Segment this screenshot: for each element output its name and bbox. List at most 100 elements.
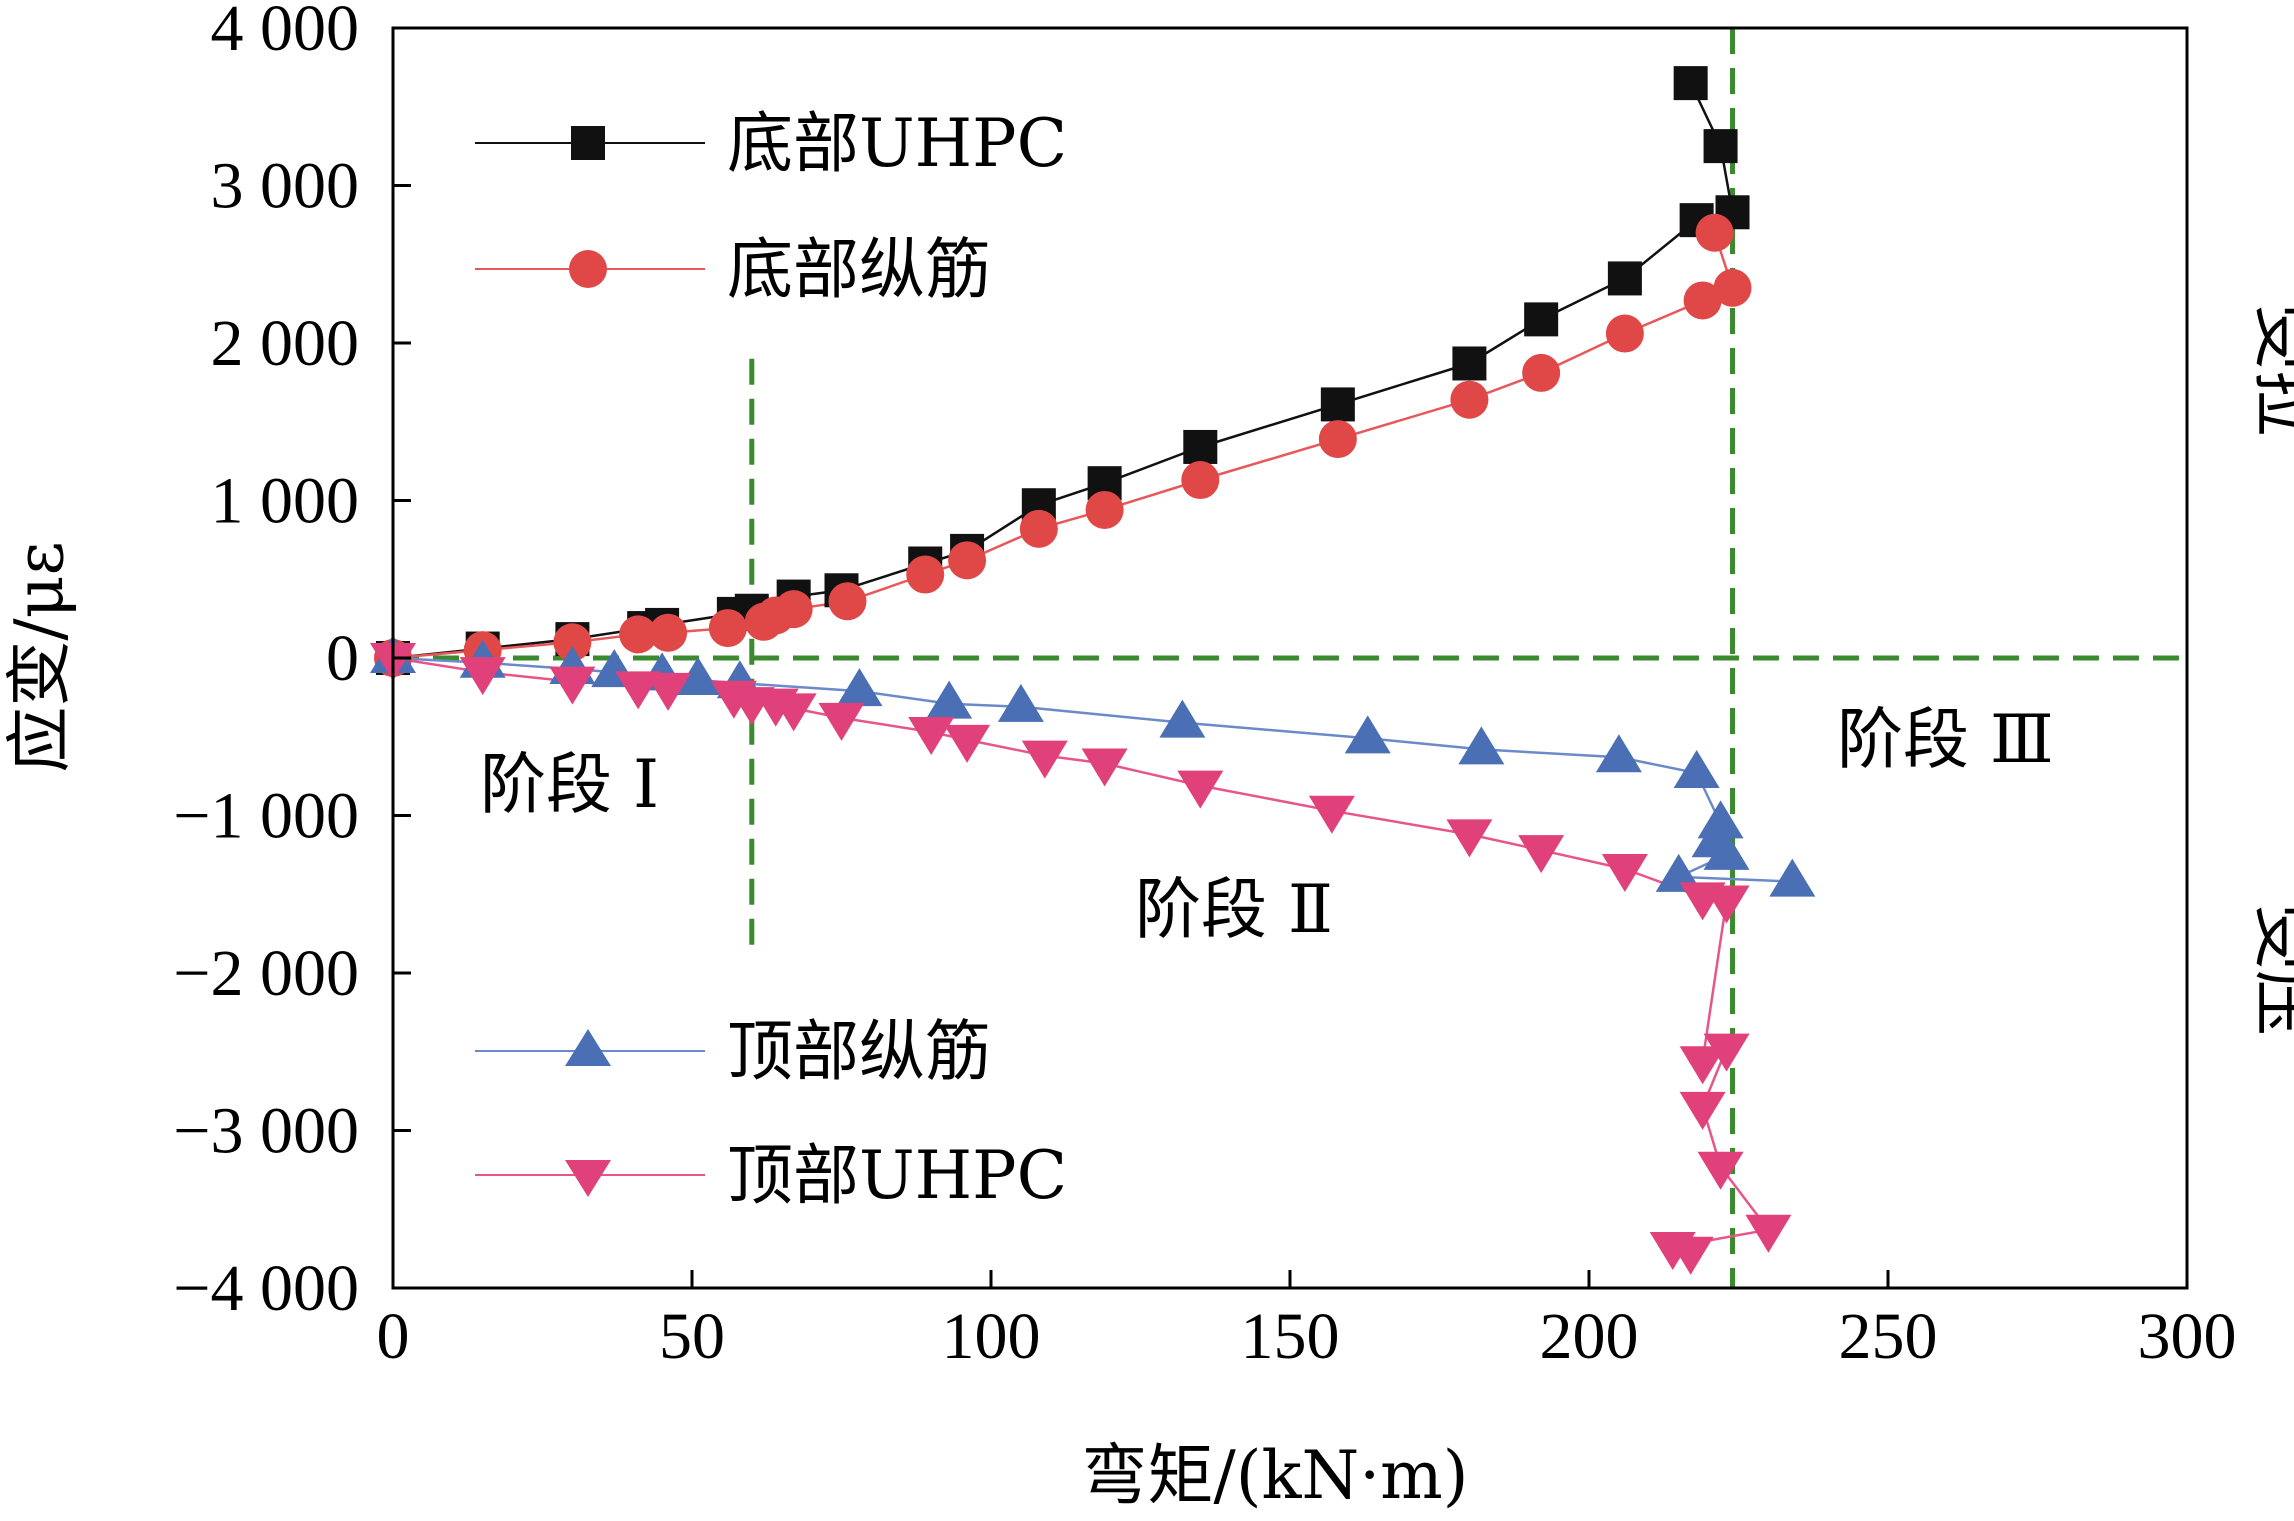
legend-label: 底部UHPC bbox=[727, 105, 1067, 182]
circle-marker bbox=[708, 609, 747, 648]
square-marker bbox=[1607, 261, 1642, 296]
triangle-up-marker bbox=[1595, 734, 1642, 773]
triangle-down-marker bbox=[1667, 1236, 1714, 1275]
circle-marker bbox=[774, 590, 813, 629]
triangle-up-marker bbox=[674, 657, 721, 696]
x-tick-label: 0 bbox=[377, 1300, 410, 1373]
x-tick-label: 50 bbox=[659, 1300, 725, 1373]
circle-marker bbox=[1683, 281, 1722, 320]
triangle-down-marker bbox=[1703, 1033, 1750, 1072]
legend-bottom: 顶部纵筋 顶部UHPC bbox=[475, 1013, 1067, 1214]
y-tick-label: 3 000 bbox=[211, 150, 360, 223]
triangle-down-marker bbox=[459, 657, 506, 696]
triangle-down-marker bbox=[1745, 1214, 1792, 1253]
legend-top: 底部UHPC 底部纵筋 bbox=[475, 105, 1067, 308]
axis-ticks bbox=[391, 26, 2189, 1290]
triangle-down-marker bbox=[645, 672, 692, 711]
legend-item-top-uhpc: 顶部UHPC bbox=[475, 1137, 1067, 1214]
circle-marker bbox=[553, 623, 592, 662]
circle-marker bbox=[1605, 314, 1644, 353]
circle-marker bbox=[649, 613, 688, 652]
legend-swatch-triangle-up-marker bbox=[565, 1029, 611, 1066]
triangle-up-marker bbox=[997, 683, 1044, 722]
triangle-up-marker bbox=[1673, 749, 1720, 788]
circle-marker bbox=[1019, 509, 1058, 548]
triangle-up-marker bbox=[1769, 858, 1816, 897]
series-line bbox=[392, 232, 1734, 660]
legend-item-bottom-rebar: 底部纵筋 bbox=[475, 231, 991, 308]
series-markers bbox=[370, 66, 1816, 1275]
legend-swatch-triangle-down-marker bbox=[565, 1160, 611, 1197]
triangle-up-marker bbox=[926, 680, 973, 719]
y-tick-label: 0 bbox=[326, 622, 359, 695]
triangle-up-marker bbox=[836, 668, 883, 707]
legend-label: 顶部UHPC bbox=[727, 1137, 1067, 1214]
triangle-down-marker bbox=[818, 702, 865, 741]
circle-marker bbox=[1318, 420, 1357, 459]
x-tick-label: 200 bbox=[1540, 1300, 1639, 1373]
circle-marker bbox=[1450, 380, 1489, 419]
circle-marker bbox=[619, 615, 658, 654]
square-marker bbox=[1183, 429, 1218, 464]
circle-marker bbox=[828, 582, 867, 621]
triangle-down-marker bbox=[1697, 1151, 1744, 1190]
y-tick-label: −2 000 bbox=[173, 937, 359, 1010]
stage-2-label: 阶段 Ⅱ bbox=[1135, 871, 1333, 948]
square-marker bbox=[1673, 66, 1708, 101]
y-tick-label: 2 000 bbox=[211, 307, 360, 380]
square-marker bbox=[1703, 129, 1738, 164]
triangle-up-marker bbox=[1344, 715, 1391, 754]
legend-swatch-circle-marker bbox=[569, 250, 607, 288]
triangle-down-marker bbox=[1081, 748, 1128, 787]
compression-label: 受压 bbox=[2246, 904, 2294, 1036]
legend-label: 底部纵筋 bbox=[727, 231, 991, 308]
triangle-down-marker bbox=[944, 724, 991, 763]
triangle-down-marker bbox=[1446, 819, 1493, 858]
y-tick-label: −3 000 bbox=[173, 1095, 359, 1168]
x-tick-label: 100 bbox=[942, 1300, 1041, 1373]
legend-swatch-square-marker bbox=[571, 126, 605, 160]
circle-marker bbox=[1713, 268, 1752, 307]
y-axis-title: 应变/με bbox=[1, 541, 78, 772]
stage-3-label: 阶段 Ⅲ bbox=[1837, 701, 2054, 778]
triangle-down-marker bbox=[770, 693, 817, 732]
x-tick-label: 250 bbox=[1839, 1300, 1938, 1373]
triangle-up-marker bbox=[1703, 831, 1750, 870]
triangle-up-marker bbox=[1458, 726, 1505, 765]
x-axis-title: 弯矩/(kN·m) bbox=[1081, 1437, 1468, 1514]
x-tick-label: 300 bbox=[2138, 1300, 2237, 1373]
triangle-down-marker bbox=[615, 671, 662, 710]
triangle-down-marker bbox=[1518, 835, 1565, 874]
y-tick-label: 4 000 bbox=[211, 0, 360, 65]
triangle-down-marker bbox=[908, 717, 955, 756]
tension-label: 受拉 bbox=[2246, 304, 2294, 436]
triangle-down-marker bbox=[549, 666, 596, 705]
circle-marker bbox=[906, 555, 945, 594]
x-tick-label: 150 bbox=[1241, 1300, 1340, 1373]
circle-marker bbox=[1085, 490, 1124, 529]
square-marker bbox=[1320, 387, 1355, 422]
legend-label: 顶部纵筋 bbox=[727, 1013, 991, 1090]
circle-marker bbox=[1522, 353, 1561, 392]
triangle-down-marker bbox=[1703, 885, 1750, 924]
circle-marker bbox=[948, 541, 987, 580]
triangle-down-marker bbox=[1308, 795, 1355, 834]
y-tick-label: 1 000 bbox=[211, 465, 360, 538]
circle-marker bbox=[1181, 461, 1220, 500]
triangle-down-marker bbox=[1177, 770, 1224, 809]
stage-1-label: 阶段 Ⅰ bbox=[480, 746, 659, 823]
triangle-down-marker bbox=[1601, 854, 1648, 893]
legend-item-bottom-uhpc: 底部UHPC bbox=[475, 105, 1067, 182]
circle-marker bbox=[1695, 213, 1734, 252]
triangle-up-marker bbox=[1159, 699, 1206, 738]
square-marker bbox=[1452, 346, 1487, 381]
square-marker bbox=[1524, 302, 1559, 337]
triangle-down-marker bbox=[1679, 1091, 1726, 1130]
triangle-down-marker bbox=[1679, 1046, 1726, 1085]
y-tick-label: −4 000 bbox=[173, 1252, 359, 1325]
triangle-down-marker bbox=[1021, 740, 1068, 779]
legend-item-top-rebar: 顶部纵筋 bbox=[475, 1013, 991, 1090]
y-tick-label: −1 000 bbox=[173, 780, 359, 853]
